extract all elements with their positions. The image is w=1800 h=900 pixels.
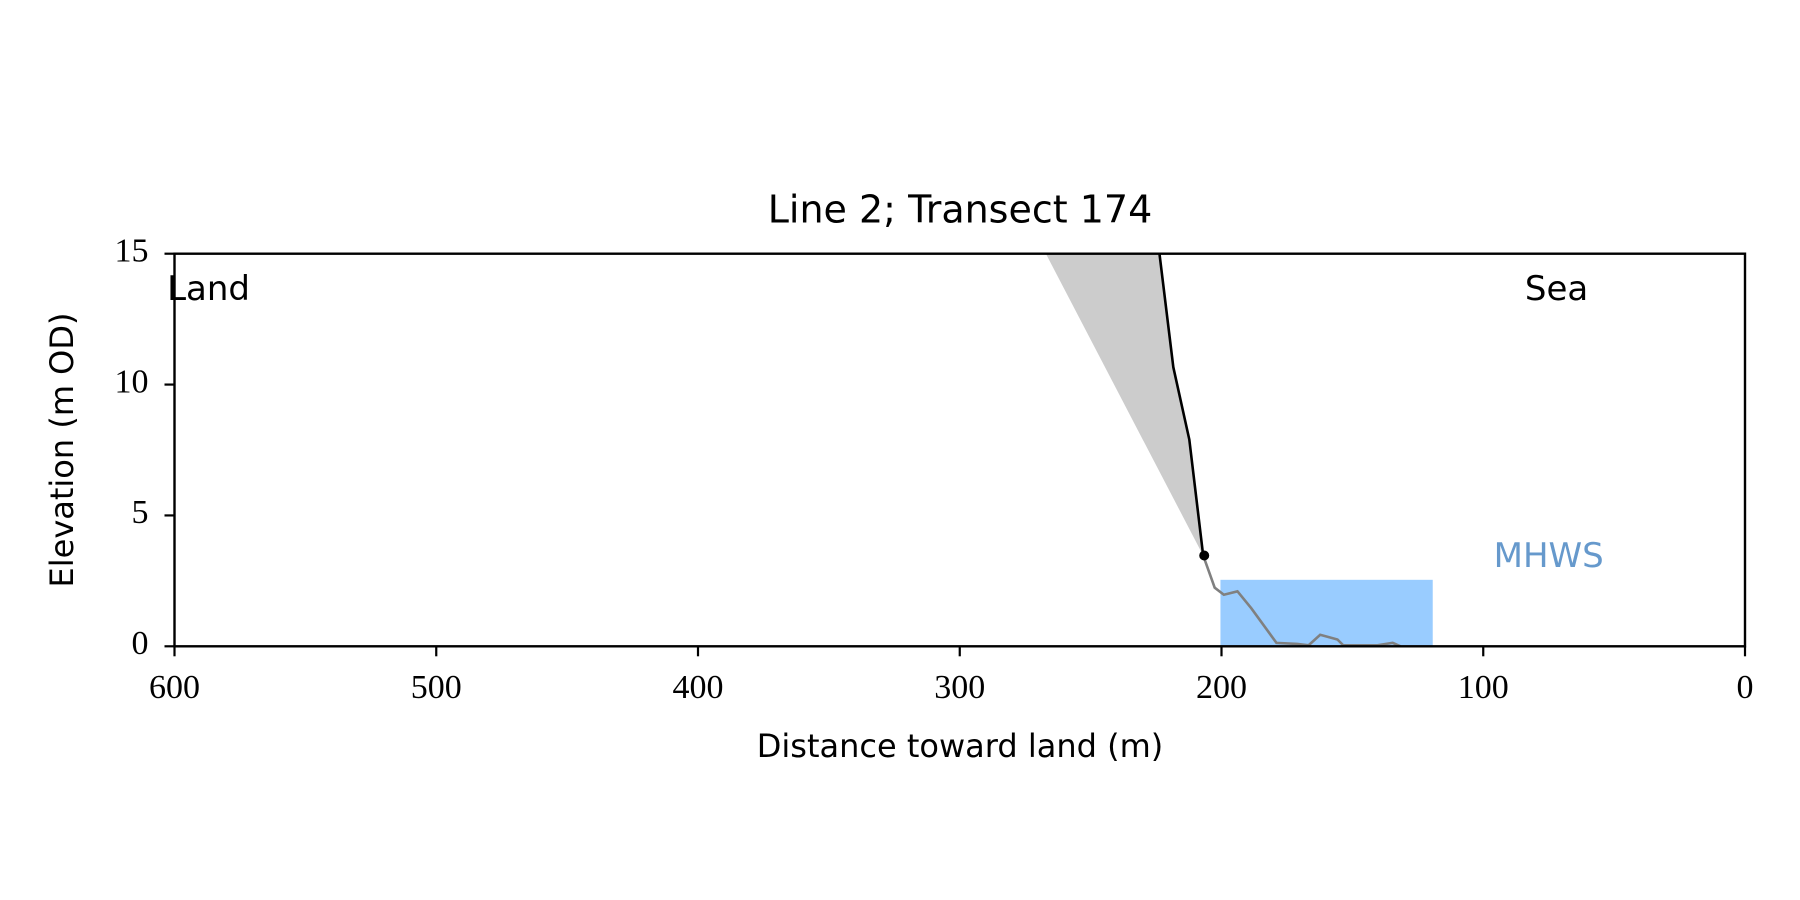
uncertainty-area <box>1045 253 1204 556</box>
x-axis-label: Distance toward land (m) <box>757 727 1163 765</box>
x-tick-label: 600 <box>149 669 200 706</box>
plot-frame <box>173 252 1747 648</box>
x-tick-label: 400 <box>673 669 724 706</box>
y-tick-label: 15 <box>115 232 149 269</box>
y-tick-label: 10 <box>115 363 149 400</box>
mhws-label: MHWS <box>1494 536 1604 576</box>
x-tick-label: 100 <box>1458 669 1509 706</box>
x-tick-label: 200 <box>1196 669 1247 706</box>
y-tick-label: 5 <box>132 494 149 531</box>
x-tick-label: 300 <box>934 669 985 706</box>
point <box>1199 550 1210 561</box>
annotation: Land <box>167 269 250 309</box>
chart-title: Line 2; Transect 174 <box>768 188 1153 232</box>
y-tick-label: 0 <box>132 625 149 662</box>
annotation: Sea <box>1525 269 1588 309</box>
profile-line <box>1158 253 1205 556</box>
y-axis-label: Elevation (m OD) <box>43 313 81 588</box>
x-tick-label: 0 <box>1737 669 1754 706</box>
x-tick-label: 500 <box>411 669 462 706</box>
